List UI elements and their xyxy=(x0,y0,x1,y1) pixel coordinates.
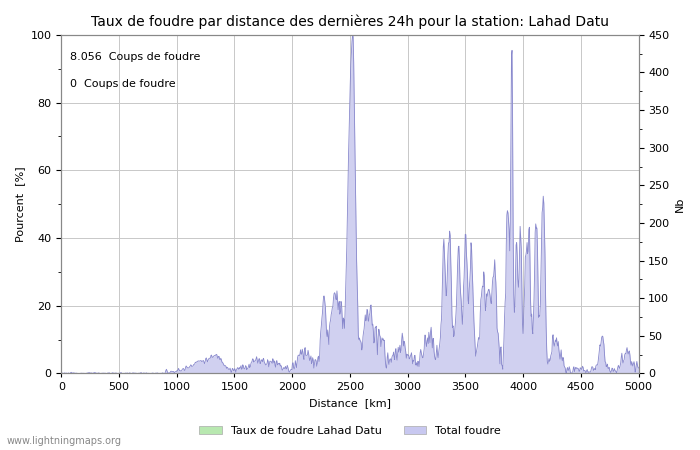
Y-axis label: Pourcent  [%]: Pourcent [%] xyxy=(15,166,25,242)
Text: www.lightningmaps.org: www.lightningmaps.org xyxy=(7,436,122,446)
Text: 8.056  Coups de foudre: 8.056 Coups de foudre xyxy=(70,52,200,62)
X-axis label: Distance  [km]: Distance [km] xyxy=(309,398,391,408)
Legend: Taux de foudre Lahad Datu, Total foudre: Taux de foudre Lahad Datu, Total foudre xyxy=(195,421,505,440)
Y-axis label: Nb: Nb xyxy=(675,197,685,212)
Title: Taux de foudre par distance des dernières 24h pour la station: Lahad Datu: Taux de foudre par distance des dernière… xyxy=(91,15,609,30)
Text: 0  Coups de foudre: 0 Coups de foudre xyxy=(70,79,176,89)
